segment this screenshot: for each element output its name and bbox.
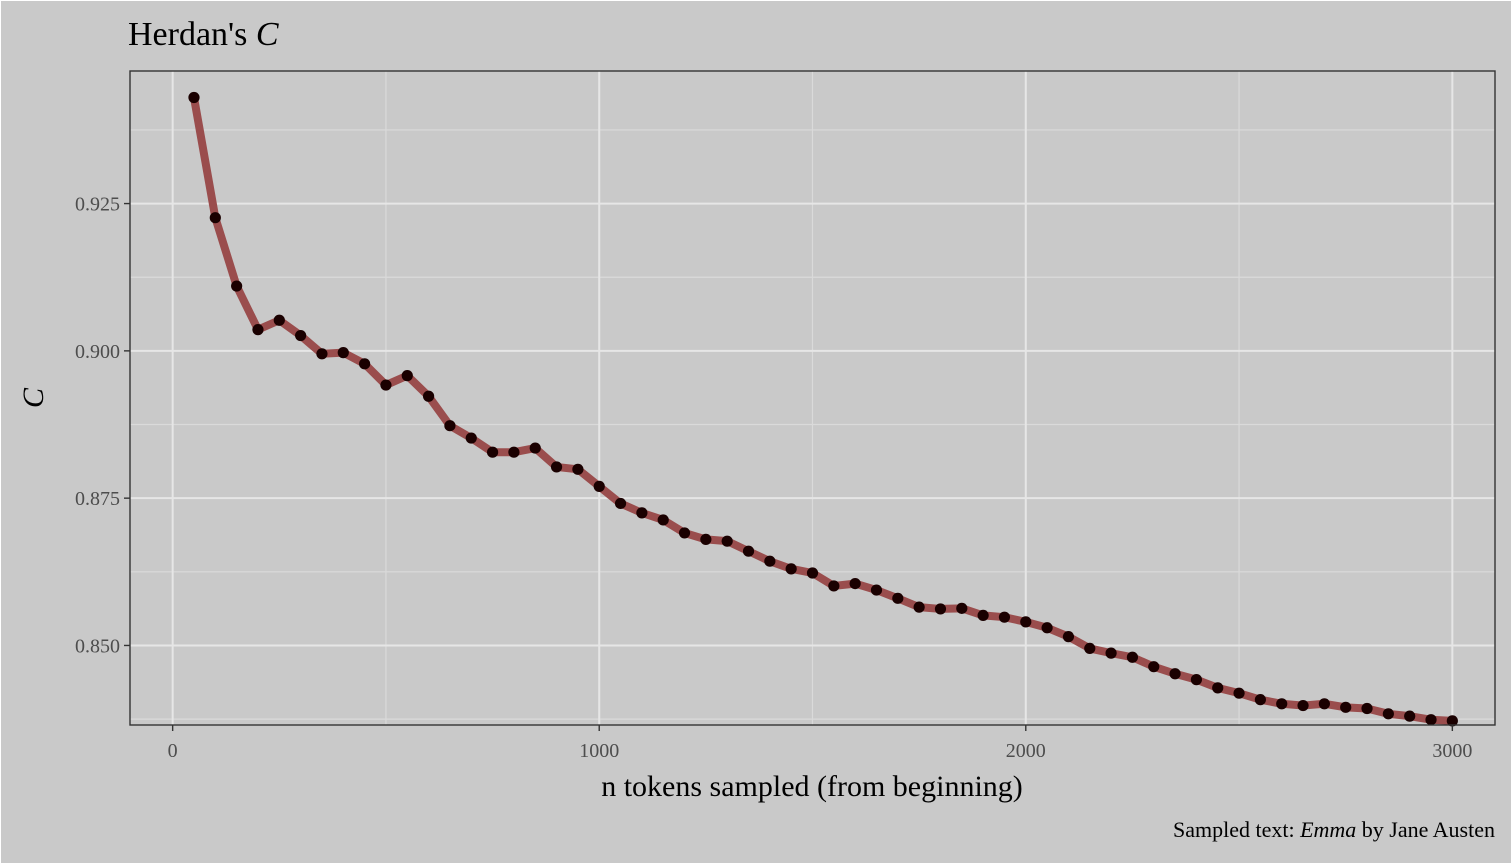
x-tick-label: 1000 xyxy=(579,740,619,762)
data-point xyxy=(1297,699,1309,712)
data-point xyxy=(1126,651,1139,663)
data-point xyxy=(1446,715,1458,727)
data-point xyxy=(913,601,925,613)
data-point xyxy=(337,347,349,359)
x-tick-label: 2000 xyxy=(1006,740,1046,762)
data-point xyxy=(806,567,819,579)
data-point xyxy=(700,533,712,546)
data-point xyxy=(273,314,285,326)
data-point xyxy=(380,379,392,391)
minor-gridlines xyxy=(130,71,1495,725)
data-point xyxy=(721,535,733,547)
data-point xyxy=(870,584,883,596)
chart-title-italic: C xyxy=(256,16,279,53)
x-axis-ticks: 0 1000 2000 3000 xyxy=(168,725,1472,762)
data-point xyxy=(550,461,563,473)
data-point xyxy=(678,527,691,539)
data-point xyxy=(934,603,947,615)
y-axis-title: C xyxy=(17,387,50,408)
chart-title-prefix: Herdan's xyxy=(128,16,256,53)
data-point xyxy=(614,497,627,510)
data-point xyxy=(1425,714,1437,726)
y-tick-label: 0.925 xyxy=(75,194,120,216)
data-point xyxy=(1340,701,1352,713)
data-point xyxy=(529,442,541,454)
x-axis-title: n tokens sampled (from beginning) xyxy=(601,770,1023,803)
data-point xyxy=(231,280,243,292)
data-point xyxy=(1190,674,1203,686)
data-point xyxy=(252,324,264,336)
data-point xyxy=(1041,622,1053,634)
data-point xyxy=(486,446,499,458)
data-point xyxy=(1105,647,1117,659)
x-tick-label: 0 xyxy=(168,740,178,762)
caption-prefix: Sampled text: xyxy=(1173,817,1300,842)
y-tick-label: 0.900 xyxy=(75,341,120,363)
caption-suffix: by Jane Austen xyxy=(1356,817,1495,842)
data-point xyxy=(849,577,861,590)
data-point xyxy=(1361,702,1373,715)
data-point xyxy=(188,91,200,104)
y-tick-label: 0.875 xyxy=(75,488,120,510)
y-axis-ticks: 0.850 0.875 0.900 0.925 xyxy=(75,194,130,657)
caption: Sampled text: Emma by Jane Austen xyxy=(1173,817,1495,842)
data-point xyxy=(444,420,456,432)
data-point xyxy=(1148,661,1160,673)
x-tick-label: 3000 xyxy=(1432,740,1472,762)
plot-panel-border xyxy=(129,70,1496,726)
data-point xyxy=(1382,708,1394,720)
data-point xyxy=(422,390,435,402)
data-point xyxy=(295,329,307,342)
data-point xyxy=(785,563,797,575)
data-point xyxy=(636,507,648,519)
data-point xyxy=(209,212,221,224)
data-point xyxy=(1276,698,1288,710)
data-point xyxy=(1212,682,1224,694)
major-gridlines xyxy=(130,71,1495,725)
chart-title: Herdan's C xyxy=(128,16,279,53)
data-point xyxy=(1084,642,1096,655)
data-points xyxy=(188,91,1458,727)
data-point xyxy=(956,602,968,614)
data-point xyxy=(359,358,371,370)
caption-italic: Emma xyxy=(1299,817,1356,842)
data-point xyxy=(742,545,755,557)
data-point xyxy=(1233,687,1245,699)
data-point xyxy=(892,592,904,604)
data-point xyxy=(998,611,1011,623)
data-point xyxy=(593,480,605,492)
data-point xyxy=(828,580,840,592)
data-point xyxy=(657,514,669,526)
data-point xyxy=(1318,698,1330,710)
data-point xyxy=(401,370,413,382)
data-point xyxy=(316,348,328,360)
data-point xyxy=(764,555,776,567)
data-point xyxy=(465,432,477,444)
y-tick-label: 0.850 xyxy=(75,635,120,657)
data-point xyxy=(1254,694,1266,706)
data-point xyxy=(977,609,989,622)
data-point xyxy=(572,463,584,475)
data-point xyxy=(1169,668,1181,680)
data-point xyxy=(508,446,520,458)
data-point xyxy=(1404,710,1416,722)
data-point xyxy=(1062,631,1075,643)
data-point xyxy=(1020,616,1032,628)
